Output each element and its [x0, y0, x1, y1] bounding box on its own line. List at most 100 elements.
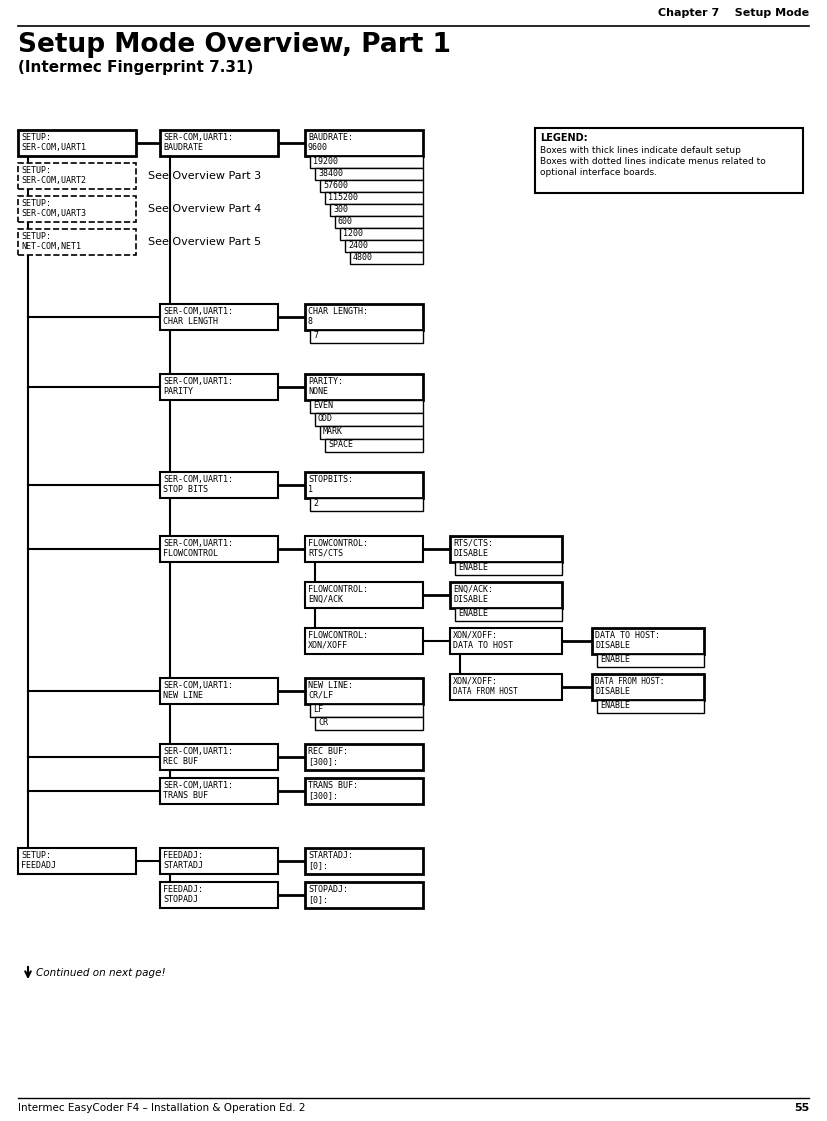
Text: ENQ/ACK:: ENQ/ACK:: [453, 585, 493, 594]
Text: PARITY: PARITY: [163, 387, 193, 396]
Text: NONE: NONE: [308, 387, 328, 396]
Text: FEEDADJ:: FEEDADJ:: [163, 884, 203, 895]
Text: NEW LINE: NEW LINE: [163, 691, 203, 700]
Text: LF: LF: [313, 705, 323, 714]
Text: SER-COM,UART1:: SER-COM,UART1:: [163, 307, 233, 316]
Text: ENABLE: ENABLE: [600, 655, 630, 664]
Text: STARTADJ: STARTADJ: [163, 861, 203, 870]
Text: See Overview Part 3: See Overview Part 3: [148, 172, 261, 180]
Bar: [305, 374, 423, 400]
Bar: [160, 130, 278, 156]
Text: TRANS BUF:: TRANS BUF:: [308, 781, 358, 790]
Text: REC BUF:: REC BUF:: [308, 747, 348, 756]
Text: STOPADJ: STOPADJ: [163, 895, 198, 904]
Bar: [305, 882, 423, 908]
Text: FEEDADJ:: FEEDADJ:: [163, 851, 203, 860]
Bar: [18, 163, 136, 189]
Bar: [160, 374, 278, 400]
Text: 19200: 19200: [313, 157, 338, 166]
Bar: [160, 744, 278, 770]
Text: XON/XOFF: XON/XOFF: [308, 641, 348, 650]
Bar: [160, 536, 278, 562]
Bar: [305, 130, 423, 156]
Text: DATA TO HOST: DATA TO HOST: [453, 641, 513, 650]
Text: SER-COM,UART3: SER-COM,UART3: [21, 209, 86, 217]
Text: DATA FROM HOST: DATA FROM HOST: [453, 687, 518, 696]
Bar: [330, 204, 423, 216]
Bar: [305, 304, 423, 330]
Bar: [345, 240, 423, 252]
Bar: [305, 536, 423, 562]
Text: SETUP:: SETUP:: [21, 851, 51, 860]
Text: SETUP:: SETUP:: [21, 232, 51, 241]
Bar: [18, 196, 136, 222]
Text: XON/XOFF:: XON/XOFF:: [453, 631, 498, 640]
Text: SER-COM,UART2: SER-COM,UART2: [21, 176, 86, 185]
Text: SER-COM,UART1: SER-COM,UART1: [21, 143, 86, 152]
Bar: [310, 330, 423, 343]
Text: SETUP:: SETUP:: [21, 133, 51, 142]
Bar: [597, 700, 704, 713]
Bar: [305, 847, 423, 874]
Text: RTS/CTS: RTS/CTS: [308, 549, 343, 558]
Bar: [592, 628, 704, 654]
Bar: [535, 128, 803, 193]
Bar: [340, 228, 423, 240]
Bar: [310, 498, 423, 511]
Text: STOPBITS:: STOPBITS:: [308, 475, 353, 484]
Text: FLOWCONTROL:: FLOWCONTROL:: [308, 539, 368, 548]
Bar: [455, 608, 562, 621]
Text: ODD: ODD: [318, 414, 333, 423]
Bar: [350, 252, 423, 265]
Bar: [160, 778, 278, 804]
Text: 2: 2: [313, 499, 318, 508]
Bar: [320, 426, 423, 439]
Text: (Intermec Fingerprint 7.31): (Intermec Fingerprint 7.31): [18, 61, 253, 75]
Text: 9600: 9600: [308, 143, 328, 152]
Text: See Overview Part 5: See Overview Part 5: [148, 237, 261, 247]
Bar: [310, 704, 423, 717]
Bar: [315, 717, 423, 730]
Bar: [450, 674, 562, 700]
Text: SER-COM,UART1:: SER-COM,UART1:: [163, 377, 233, 386]
Text: DATA TO HOST:: DATA TO HOST:: [595, 631, 660, 640]
Text: ENABLE: ENABLE: [458, 563, 488, 572]
Text: FEEDADJ: FEEDADJ: [21, 861, 56, 870]
Text: [0]:: [0]:: [308, 861, 328, 870]
Text: SER-COM,UART1:: SER-COM,UART1:: [163, 133, 233, 142]
Text: PARITY:: PARITY:: [308, 377, 343, 386]
Text: 115200: 115200: [328, 193, 358, 202]
Text: BAUDRATE:: BAUDRATE:: [308, 133, 353, 142]
Text: CR: CR: [318, 717, 328, 728]
Text: LEGEND:: LEGEND:: [540, 133, 588, 143]
Bar: [325, 192, 423, 204]
Bar: [305, 582, 423, 608]
Text: Continued on next page!: Continued on next page!: [36, 969, 165, 978]
Text: 300: 300: [333, 205, 348, 214]
Bar: [310, 400, 423, 413]
Bar: [450, 628, 562, 654]
Bar: [315, 168, 423, 180]
Bar: [160, 678, 278, 704]
Text: SETUP:: SETUP:: [21, 166, 51, 175]
Text: 55: 55: [794, 1103, 809, 1113]
Text: TRANS BUF: TRANS BUF: [163, 791, 208, 800]
Bar: [160, 472, 278, 498]
Bar: [325, 439, 423, 452]
Bar: [305, 678, 423, 704]
Bar: [160, 847, 278, 874]
Text: 600: 600: [338, 217, 353, 226]
Text: Boxes with dotted lines indicate menus related to: Boxes with dotted lines indicate menus r…: [540, 157, 766, 166]
Bar: [305, 744, 423, 770]
Text: SETUP:: SETUP:: [21, 200, 51, 209]
Text: 1200: 1200: [343, 229, 363, 238]
Text: DISABLE: DISABLE: [453, 595, 488, 604]
Text: CHAR LENGTH:: CHAR LENGTH:: [308, 307, 368, 316]
Text: DATA FROM HOST:: DATA FROM HOST:: [595, 677, 664, 686]
Text: Boxes with thick lines indicate default setup: Boxes with thick lines indicate default …: [540, 146, 741, 155]
Text: optional interface boards.: optional interface boards.: [540, 168, 657, 177]
Bar: [18, 130, 136, 156]
Text: [300]:: [300]:: [308, 757, 338, 766]
Text: Intermec EasyCoder F4 – Installation & Operation Ed. 2: Intermec EasyCoder F4 – Installation & O…: [18, 1103, 305, 1113]
Text: STARTADJ:: STARTADJ:: [308, 851, 353, 860]
